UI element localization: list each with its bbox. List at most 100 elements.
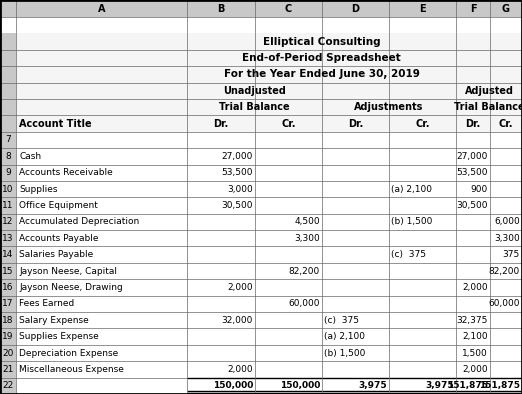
Bar — [0, 165, 16, 181]
Text: 22: 22 — [3, 381, 14, 390]
Text: B: B — [217, 4, 224, 13]
Text: 3,975: 3,975 — [359, 381, 387, 390]
Text: 14: 14 — [2, 250, 14, 259]
Bar — [0, 83, 522, 99]
Text: Dr.: Dr. — [213, 119, 229, 128]
Bar — [0, 296, 16, 312]
Bar — [0, 329, 16, 345]
Bar — [0, 377, 16, 394]
Bar — [0, 230, 522, 247]
Text: Adjusted: Adjusted — [465, 86, 514, 96]
Bar — [0, 99, 522, 115]
Text: Supplies Expense: Supplies Expense — [19, 332, 99, 341]
Text: 12: 12 — [2, 217, 14, 227]
Text: 3,000: 3,000 — [227, 185, 253, 193]
Text: Unadjusted: Unadjusted — [223, 86, 286, 96]
Text: 2,000: 2,000 — [228, 365, 253, 374]
Bar — [0, 132, 16, 148]
Bar — [0, 214, 522, 230]
Text: 32,375: 32,375 — [457, 316, 488, 325]
Text: 4,500: 4,500 — [294, 217, 320, 227]
Text: 11: 11 — [2, 201, 14, 210]
Text: For the Year Ended June 30, 2019: For the Year Ended June 30, 2019 — [223, 69, 420, 79]
Text: Trial Balance: Trial Balance — [219, 102, 290, 112]
Bar — [0, 0, 522, 17]
Text: (a) 2,100: (a) 2,100 — [324, 332, 365, 341]
Bar — [0, 329, 522, 345]
Bar — [0, 345, 16, 361]
Bar — [0, 115, 16, 132]
Text: Office Equipment: Office Equipment — [19, 201, 98, 210]
Text: Elliptical Consulting: Elliptical Consulting — [263, 37, 381, 46]
Text: 9: 9 — [5, 168, 11, 177]
Text: 20: 20 — [2, 349, 14, 357]
Bar — [0, 165, 522, 181]
Text: 900: 900 — [471, 185, 488, 193]
Text: G: G — [502, 4, 510, 13]
Text: Supplies: Supplies — [19, 185, 57, 193]
Text: 2,000: 2,000 — [462, 283, 488, 292]
Bar — [0, 99, 16, 115]
Text: C: C — [285, 4, 292, 13]
Text: Salary Expense: Salary Expense — [19, 316, 89, 325]
Bar — [0, 50, 16, 66]
Text: (b) 1,500: (b) 1,500 — [391, 217, 432, 227]
Text: Adjustments: Adjustments — [354, 102, 424, 112]
Bar — [0, 279, 16, 296]
Text: Salaries Payable: Salaries Payable — [19, 250, 93, 259]
Text: F: F — [470, 4, 476, 13]
Text: 82,200: 82,200 — [489, 267, 520, 275]
Bar — [0, 345, 522, 361]
Text: 2,000: 2,000 — [228, 283, 253, 292]
Bar — [0, 279, 522, 296]
Bar — [0, 247, 522, 263]
Bar — [0, 115, 522, 132]
Text: 53,500: 53,500 — [457, 168, 488, 177]
Text: Cr.: Cr. — [281, 119, 296, 128]
Text: 151,875: 151,875 — [447, 381, 488, 390]
Bar — [0, 263, 16, 279]
Text: Trial Balance: Trial Balance — [454, 102, 522, 112]
Text: 30,500: 30,500 — [221, 201, 253, 210]
Text: 53,500: 53,500 — [221, 168, 253, 177]
Bar — [0, 312, 522, 329]
Text: Accounts Receivable: Accounts Receivable — [19, 168, 113, 177]
Text: Cash: Cash — [19, 152, 41, 161]
Text: (c)  375: (c) 375 — [391, 250, 426, 259]
Text: 82,200: 82,200 — [289, 267, 320, 275]
Text: 150,000: 150,000 — [280, 381, 320, 390]
Text: Cr.: Cr. — [499, 119, 513, 128]
Text: A: A — [98, 4, 105, 13]
Text: 3,300: 3,300 — [294, 234, 320, 243]
Bar — [0, 361, 16, 377]
Bar — [0, 197, 522, 214]
Text: Miscellaneous Expense: Miscellaneous Expense — [19, 365, 124, 374]
Text: 16: 16 — [2, 283, 14, 292]
Text: 10: 10 — [2, 185, 14, 193]
Text: 7: 7 — [5, 136, 11, 145]
Text: Depreciation Expense: Depreciation Expense — [19, 349, 118, 357]
Text: Fees Earned: Fees Earned — [19, 299, 74, 309]
Text: (c)  375: (c) 375 — [324, 316, 359, 325]
Text: 19: 19 — [2, 332, 14, 341]
Bar — [0, 66, 522, 83]
Text: End-of-Period Spreadsheet: End-of-Period Spreadsheet — [242, 53, 401, 63]
Bar — [0, 148, 16, 165]
Bar — [0, 148, 522, 165]
Text: Accumulated Depreciation: Accumulated Depreciation — [19, 217, 139, 227]
Bar — [0, 230, 16, 247]
Text: 32,000: 32,000 — [222, 316, 253, 325]
Bar — [0, 66, 16, 83]
Bar — [0, 132, 522, 148]
Bar — [0, 312, 16, 329]
Bar — [0, 181, 522, 197]
Text: D: D — [351, 4, 360, 13]
Text: Dr.: Dr. — [466, 119, 481, 128]
Text: Accounts Payable: Accounts Payable — [19, 234, 99, 243]
Bar — [0, 361, 522, 377]
Text: 3,300: 3,300 — [494, 234, 520, 243]
Bar — [0, 197, 16, 214]
Text: (b) 1,500: (b) 1,500 — [324, 349, 365, 357]
Text: 3,975: 3,975 — [425, 381, 454, 390]
Text: 30,500: 30,500 — [457, 201, 488, 210]
